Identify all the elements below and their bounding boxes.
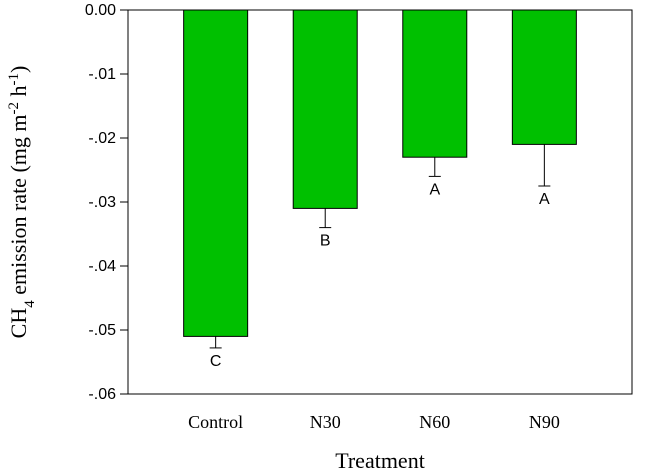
y-tick-label: 0.00 [85,2,116,19]
y-axis-label: CH4 emission rate (mg m-2 h-1) [6,66,38,339]
y-tick-label: -.05 [88,322,116,339]
x-category-label: N90 [529,412,560,432]
y-tick-label: -.03 [88,194,116,211]
y-tick-label: -.02 [88,130,116,147]
plot-frame [127,9,633,395]
y-tick-label: -.01 [88,66,116,83]
bar [292,9,358,209]
y-axis-label-subscript: 4 [22,300,38,308]
significance-letter: B [320,233,331,250]
x-category-label: N30 [310,412,341,432]
y-axis-label-superscript: -1 [6,73,22,86]
significance-letters-layer: C B A A [210,181,550,370]
significance-letter: C [210,353,222,370]
y-axis-label-part: ) [6,66,31,73]
x-axis-categories: Control N30 N60 N90 [188,412,560,432]
bar [402,9,468,158]
significance-letter: A [429,181,440,198]
x-axis-label: Treatment [335,448,425,473]
x-category-label: Control [188,412,243,432]
y-axis-label-part: emission rate (mg m [6,115,31,301]
y-axis-label-part: CH [6,308,31,339]
y-axis-label-part: h [6,86,31,103]
bar [511,9,577,145]
y-tick-label: -.06 [88,386,116,403]
bar [183,9,249,337]
error-bars-layer [209,144,551,349]
x-category-label: N60 [419,412,450,432]
bars-layer [183,9,577,337]
significance-letter: A [539,191,550,208]
y-axis-ticks: 0.00 -.01 -.02 -.03 -.04 -.05 -.06 [85,2,128,403]
y-axis-label-superscript: -2 [6,102,22,115]
y-tick-label: -.04 [88,258,116,275]
